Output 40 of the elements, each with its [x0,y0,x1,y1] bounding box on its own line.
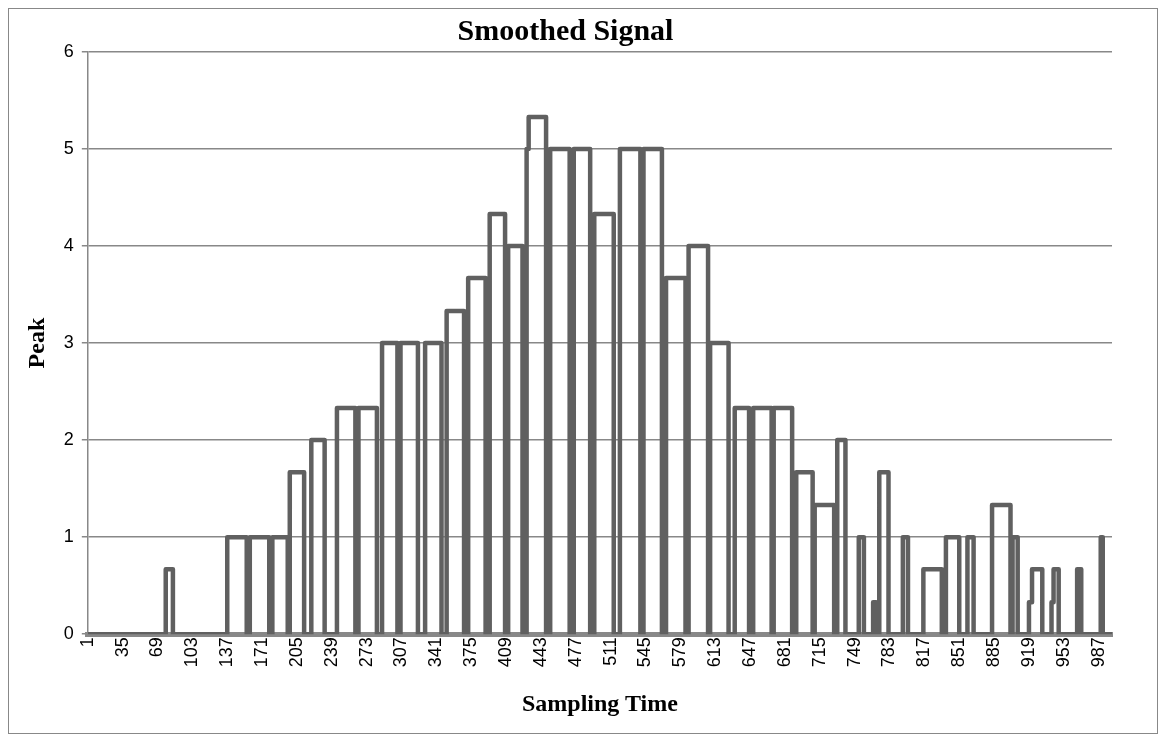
x-tick-label: 987 [1087,637,1108,668]
x-tick-label: 103 [181,637,202,668]
x-axis-title: Sampling Time [521,689,679,716]
x-tick-label: 171 [251,637,272,668]
x-tick-label: 919 [1017,637,1038,668]
x-tick-label: 1 [76,637,97,648]
y-tick-label: 3 [63,332,74,353]
x-tick-label: 137 [216,637,237,668]
x-tick-label: 477 [564,637,585,668]
y-axis-title: Peak [22,317,49,369]
y-tick-label: 2 [63,429,74,450]
x-tick-label: 545 [634,637,655,668]
x-tick-label: 307 [390,637,411,668]
x-tick-label: 35 [111,637,132,658]
x-tick-label: 851 [948,637,969,668]
y-tick-label: 4 [63,235,74,256]
y-tick-label: 1 [63,526,74,547]
x-tick-label: 239 [320,637,341,668]
y-tick-label: 0 [63,623,74,644]
x-tick-label: 681 [773,637,794,668]
x-tick-label: 409 [495,637,516,668]
x-tick-label: 443 [529,637,550,668]
y-tick-label: 5 [63,138,74,158]
y-tick-label: 6 [63,40,74,61]
x-tick-label: 579 [669,637,690,668]
x-tick-label: 613 [704,637,725,668]
x-tick-label: 783 [878,637,899,668]
x-tick-label: 511 [599,637,620,666]
x-tick-label: 749 [843,637,864,668]
x-tick-label: 715 [808,637,829,668]
x-tick-label: 205 [285,637,306,668]
x-tick-label: 273 [355,637,376,668]
x-tick-label: 375 [460,637,481,668]
chart-title: Smoothed Signal [457,12,674,46]
x-tick-label: 817 [913,637,934,668]
x-tick-label: 341 [425,637,446,668]
x-tick-label: 647 [739,637,760,668]
x-tick-label: 885 [983,637,1004,668]
x-tick-label: 953 [1052,637,1073,668]
x-tick-label: 69 [146,637,167,658]
